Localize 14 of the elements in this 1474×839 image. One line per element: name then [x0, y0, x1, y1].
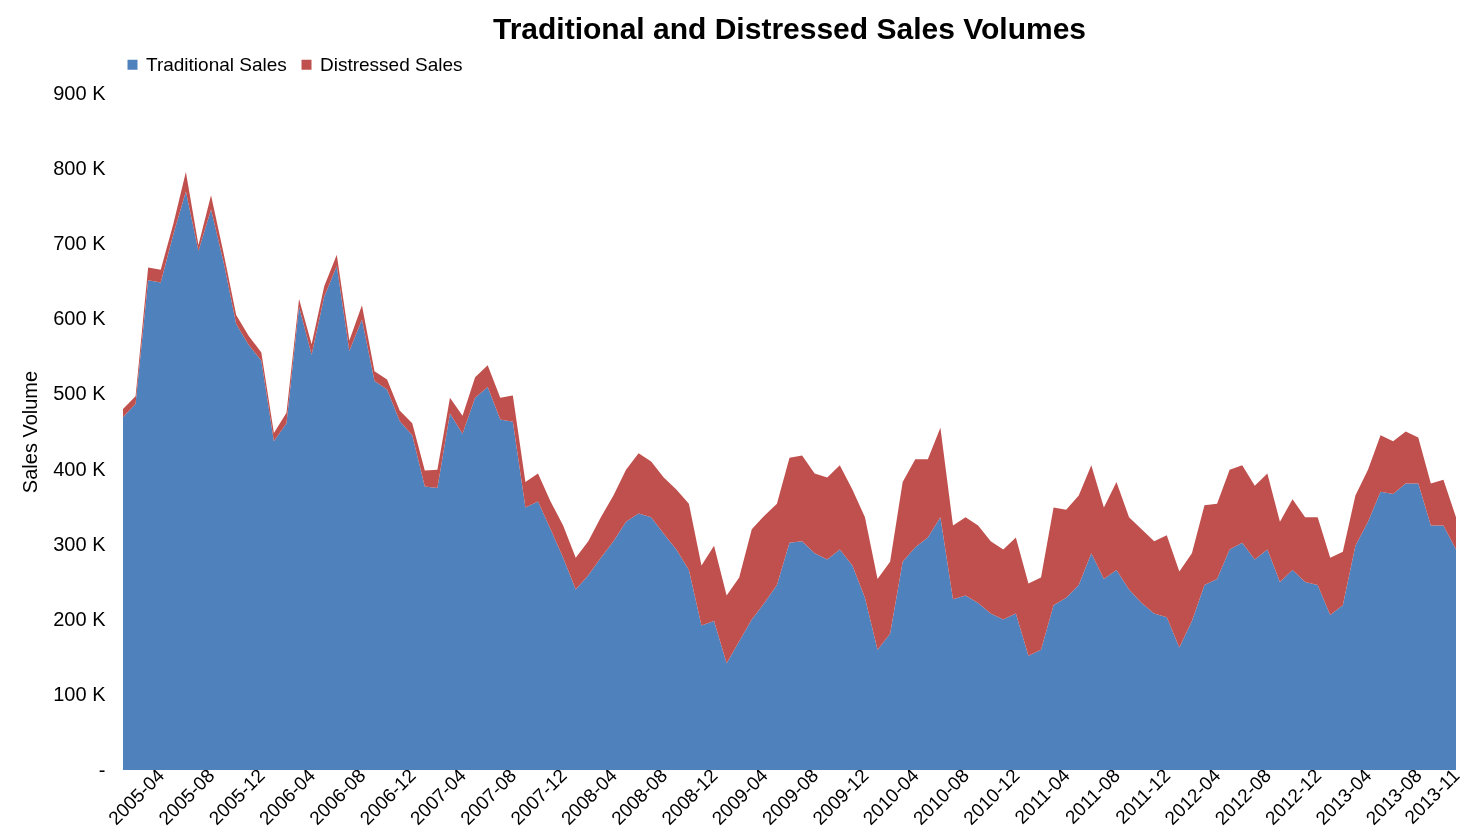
- y-tick-label: 700 K: [53, 231, 107, 254]
- y-tick-label: -: [98, 758, 106, 781]
- y-tick-label: 900 K: [53, 81, 107, 104]
- legend-label: Traditional Sales: [146, 53, 287, 75]
- y-axis-title: Sales Volume: [19, 370, 42, 494]
- y-tick-label: 600 K: [53, 307, 107, 330]
- y-tick-label: 300 K: [53, 532, 107, 555]
- y-tick-label: 200 K: [53, 608, 107, 631]
- y-tick-label: 800 K: [53, 156, 107, 179]
- y-tick-label: 400 K: [53, 457, 107, 480]
- legend-label: Distressed Sales: [320, 53, 463, 75]
- chart-title: Traditional and Distressed Sales Volumes: [493, 12, 1086, 45]
- y-tick-label: 100 K: [53, 683, 107, 706]
- y-tick-label: 500 K: [53, 382, 107, 405]
